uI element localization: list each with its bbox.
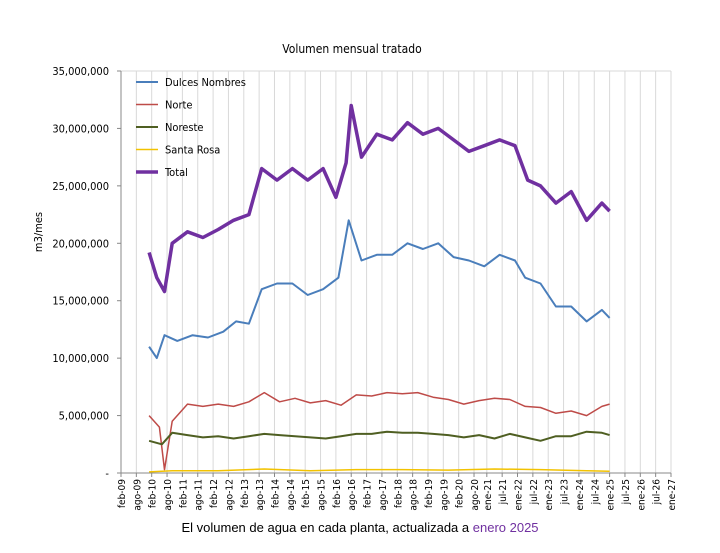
y-tick-label: 30,000,000 [52,122,109,135]
x-tick-label: jul-25 [621,479,632,505]
y-tick-label: 15,000,000 [52,295,109,308]
y-tick-label: 20,000,000 [52,237,109,250]
legend-label: Santa Rosa [165,144,220,157]
x-tick-label: feb-12 [209,479,220,508]
x-tick-label: ene-22 [514,479,525,510]
caption-text: El volumen de agua en cada planta, actua… [181,520,470,535]
series-line-noreste [148,430,610,446]
legend-label: Norte [165,99,193,112]
x-tick-label: ago-15 [317,479,328,511]
y-tick-label: 5,000,000 [59,410,109,423]
x-tick-label: jul-24 [590,479,601,506]
x-tick-label: feb-09 [117,479,128,508]
x-tick-label: feb-18 [393,479,404,508]
x-tick-label: feb-17 [363,479,374,508]
y-tick-label: 10,000,000 [52,352,109,365]
y-tick-label: 25,000,000 [52,180,109,193]
x-tick-label: ago-14 [286,479,297,511]
x-tick-label: ago-17 [378,479,389,511]
series-lines [147,103,611,473]
y-axis: - 5,000,000 10,000,000 15,000,000 20,000,000… [52,65,122,480]
x-tick-label: ene-21 [483,479,494,510]
chart-title: Volumen mensual tratado [282,42,422,56]
x-tick-label: ago-09 [132,479,143,511]
legend-label: Total [164,166,188,179]
x-tick-label: ene-24 [575,479,586,511]
x-tick-label: jul-22 [529,479,540,505]
legend-label: Noreste [165,121,204,134]
x-tick-label: ago-18 [409,479,420,511]
x-tick-label: ene-26 [636,479,647,511]
figure-caption: El volumen de agua en cada planta, actua… [0,520,720,535]
legend: Dulces Nombres Norte Noreste Santa Rosa Tota… [136,76,246,179]
x-tick-label: feb-11 [178,479,189,508]
x-tick-label: ene-23 [544,479,555,510]
y-axis-label: m3/mes [32,212,45,252]
series-line-total [147,103,611,294]
series-line-norte [148,391,610,471]
caption-date: enero 2025 [472,520,539,535]
x-tick-label: ago-20 [470,479,481,511]
series-line-santa-rosa [149,468,610,473]
x-tick-label: feb-15 [301,479,312,508]
y-tick-label: 35,000,000 [52,65,109,78]
x-tick-label: ago-10 [163,479,174,511]
x-tick-label: ago-11 [194,479,205,511]
x-tick-label: feb-14 [270,479,281,508]
x-tick-label: jul-23 [560,479,571,505]
x-axis: feb-09 ago-09 feb-10 ago-10 feb-11 ago-11 feb-… [117,472,678,511]
x-tick-label: ene-25 [606,479,617,510]
series-line-dulces-nombres [148,219,611,360]
x-tick-label: ene-27 [667,479,678,510]
x-tick-label: jul-21 [498,479,509,505]
gridlines [120,70,672,473]
x-tick-label: ago-16 [347,479,358,511]
x-tick-label: ago-19 [439,479,450,511]
x-tick-label: feb-16 [332,479,343,508]
x-tick-label: feb-13 [240,479,251,508]
x-tick-label: feb-10 [148,479,159,508]
y-tick-label: - [105,467,109,480]
x-tick-label: ago-12 [224,479,235,511]
x-tick-label: feb-19 [424,479,435,508]
legend-label: Dulces Nombres [165,76,246,89]
x-tick-label: ago-13 [255,479,266,511]
x-tick-label: feb-20 [455,479,466,508]
x-tick-label: jul-26 [652,479,663,506]
